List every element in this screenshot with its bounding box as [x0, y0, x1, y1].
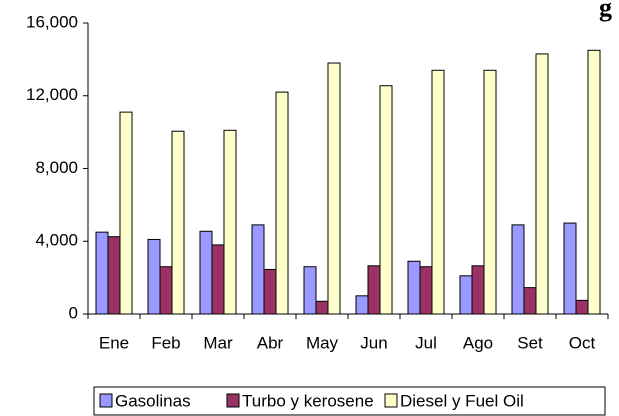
y-tick-label: 16,000: [26, 12, 78, 31]
bar: [147, 238, 161, 315]
bar: [563, 222, 577, 315]
bar: [407, 260, 421, 315]
bar: [367, 265, 381, 315]
bar: [107, 236, 121, 315]
bar: [471, 265, 485, 315]
bar: [431, 69, 445, 315]
bar: [211, 244, 225, 315]
legend-label: Turbo y kerosene: [242, 391, 374, 410]
x-tick-label: Feb: [151, 333, 180, 352]
bar: [199, 230, 213, 315]
bar: [459, 275, 473, 315]
x-tick-label: Set: [517, 333, 543, 352]
chart-title: g: [599, 0, 612, 22]
legend-label: Diesel y Fuel Oil: [400, 391, 524, 410]
legend-swatch: [384, 393, 398, 408]
x-tick-label: Abr: [257, 333, 284, 352]
y-tick-label: 8,000: [35, 158, 78, 177]
y-tick-label: 0: [69, 303, 78, 322]
bar: [419, 266, 433, 315]
legend-box: [93, 386, 606, 416]
x-tick-label: Mar: [203, 333, 233, 352]
y-tick-label: 4,000: [35, 231, 78, 250]
bar: [159, 266, 173, 315]
x-tick-label: May: [306, 333, 339, 352]
bar: [511, 224, 525, 315]
bar: [355, 295, 369, 315]
bar: [171, 130, 185, 315]
bar: [263, 268, 277, 315]
bar: [535, 53, 549, 315]
bar: [379, 85, 393, 315]
y-tick-label: 12,000: [26, 85, 78, 104]
bar: [315, 300, 329, 315]
bar: [95, 231, 109, 315]
x-tick-label: Oct: [569, 333, 596, 352]
bar: [119, 111, 133, 315]
legend-swatch: [99, 393, 113, 408]
bar: [523, 287, 537, 315]
bar: [575, 299, 589, 315]
x-tick-label: Ago: [463, 333, 493, 352]
bar: [587, 49, 601, 315]
bar: [483, 69, 497, 315]
bar: [327, 62, 341, 315]
bar: [303, 266, 317, 315]
legend-label: Gasolinas: [115, 391, 191, 410]
x-tick-label: Ene: [99, 333, 129, 352]
legend-swatch: [226, 393, 240, 408]
x-tick-label: Jun: [360, 333, 387, 352]
bar: [275, 91, 289, 315]
bar: [251, 224, 265, 315]
x-tick-label: Jul: [415, 333, 437, 352]
bar: [223, 129, 237, 315]
